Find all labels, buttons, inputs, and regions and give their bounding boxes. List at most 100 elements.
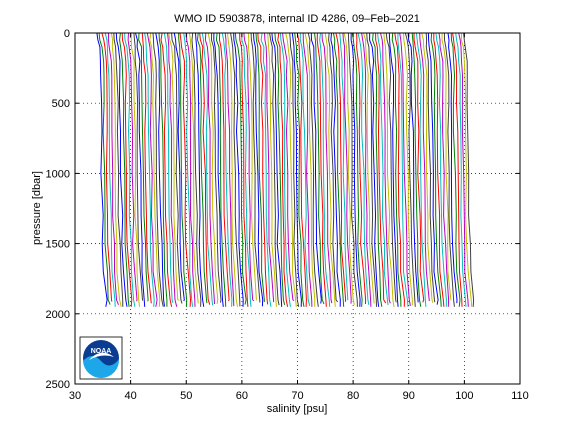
salinity-profile-line (289, 32, 300, 307)
salinity-profile-line (199, 32, 211, 305)
y-tick-label: 0 (64, 28, 70, 40)
salinity-profile-line (264, 32, 275, 303)
salinity-profile-line (299, 33, 311, 307)
salinity-profile-line (163, 32, 174, 304)
salinity-profile-line (339, 32, 349, 301)
salinity-profile-line (269, 32, 280, 306)
salinity-profile-line (234, 32, 247, 305)
salinity-profile-line (343, 32, 355, 305)
salinity-profile-line (383, 32, 395, 307)
salinity-profile-line (347, 32, 358, 307)
salinity-profile-line (107, 32, 119, 305)
salinity-profile-line (399, 32, 411, 306)
salinity-profile-line (267, 32, 277, 307)
y-axis-label: pressure [dbar] (31, 171, 43, 245)
salinity-profile-line (189, 32, 199, 304)
salinity-profile-line (350, 32, 361, 307)
salinity-profile-line (302, 32, 313, 307)
salinity-profile-line (452, 32, 463, 307)
salinity-profile-line (427, 32, 439, 305)
y-tick-label: 2000 (46, 309, 70, 321)
salinity-profile-line (160, 32, 173, 307)
salinity-profile-line (135, 32, 146, 307)
salinity-profile-line (335, 32, 347, 302)
salinity-profile-line (146, 32, 158, 307)
salinity-profile-line (369, 32, 380, 307)
salinity-profile-line (241, 33, 252, 307)
salinity-profile-line (403, 32, 413, 306)
salinity-profile-line (324, 32, 336, 307)
salinity-profile-line (178, 32, 188, 307)
salinity-profile-line (277, 32, 289, 307)
salinity-profile-line (460, 32, 473, 307)
salinity-profile-line (372, 32, 383, 307)
salinity-profile-line (321, 32, 333, 304)
salinity-profile-line (101, 32, 113, 302)
salinity-profile-line (316, 32, 327, 307)
salinity-profile-line (257, 32, 269, 305)
salinity-profile-line (250, 32, 261, 303)
salinity-profile-line (357, 32, 370, 305)
salinity-profile-line (191, 32, 202, 307)
salinity-profile-line (239, 32, 249, 307)
salinity-profile-line (119, 32, 130, 307)
salinity-profile-line (224, 32, 235, 307)
salinity-profile-line (441, 32, 452, 301)
salinity-profile-line (296, 32, 307, 307)
salinity-profile-line (179, 32, 192, 307)
salinity-profile-line (366, 32, 377, 307)
salinity-profile-line (227, 32, 238, 307)
salinity-profile-line (149, 32, 161, 307)
salinity-profile-line (433, 33, 445, 307)
noaa-logo: NOAA (79, 336, 123, 380)
salinity-profile-line (133, 32, 143, 301)
salinity-profile-line (291, 32, 302, 307)
salinity-profile-line (204, 32, 215, 305)
salinity-profile-line (183, 32, 194, 307)
salinity-profile-line (463, 32, 475, 307)
salinity-profile-line (96, 32, 108, 307)
salinity-profile-line (98, 32, 111, 305)
salinity-profile-line (201, 32, 214, 306)
salinity-profile-line (458, 32, 469, 307)
salinity-profile-line (230, 32, 241, 307)
salinity-profile-line (356, 32, 367, 305)
salinity-profile-line (438, 32, 450, 307)
logo-wave (83, 356, 120, 379)
salinity-profile-line (253, 32, 264, 307)
logo-text: NOAA (91, 348, 112, 355)
salinity-profile-line (443, 32, 455, 307)
salinity-profile-line (173, 32, 185, 302)
salinity-profile-line (447, 32, 458, 304)
salinity-profile-line (196, 32, 208, 304)
salinity-profile-line (255, 32, 265, 302)
salinity-profile-line (171, 32, 183, 304)
salinity-profile-line (213, 32, 224, 307)
salinity-profile-line (394, 32, 405, 307)
salinity-profile-line (421, 32, 434, 303)
salinity-profile-line (218, 32, 230, 302)
salinity-profile-line (415, 32, 427, 307)
salinity-profile-line (430, 32, 442, 307)
salinity-profile-line (279, 32, 291, 307)
salinity-profile-line (328, 32, 339, 303)
x-tick-label: 110 (511, 390, 529, 402)
salinity-profile-line (127, 32, 138, 302)
salinity-profile-line (294, 32, 305, 307)
x-tick-label: 60 (236, 390, 248, 402)
salinity-profile-line (210, 32, 222, 303)
salinity-profile-line (138, 32, 149, 302)
salinity-profile-line (285, 32, 297, 307)
salinity-profile-line (124, 32, 136, 307)
salinity-profile-line (155, 32, 165, 307)
salinity-profile-line (186, 33, 196, 307)
salinity-profile-line (380, 32, 391, 304)
x-tick-label: 80 (347, 390, 359, 402)
salinity-profile-line (152, 32, 164, 307)
salinity-profile-line (413, 32, 425, 303)
salinity-profile-line (233, 32, 244, 307)
salinity-profile-line (435, 32, 447, 307)
salinity-profile-line (450, 32, 461, 307)
salinity-profile-line (195, 32, 205, 307)
